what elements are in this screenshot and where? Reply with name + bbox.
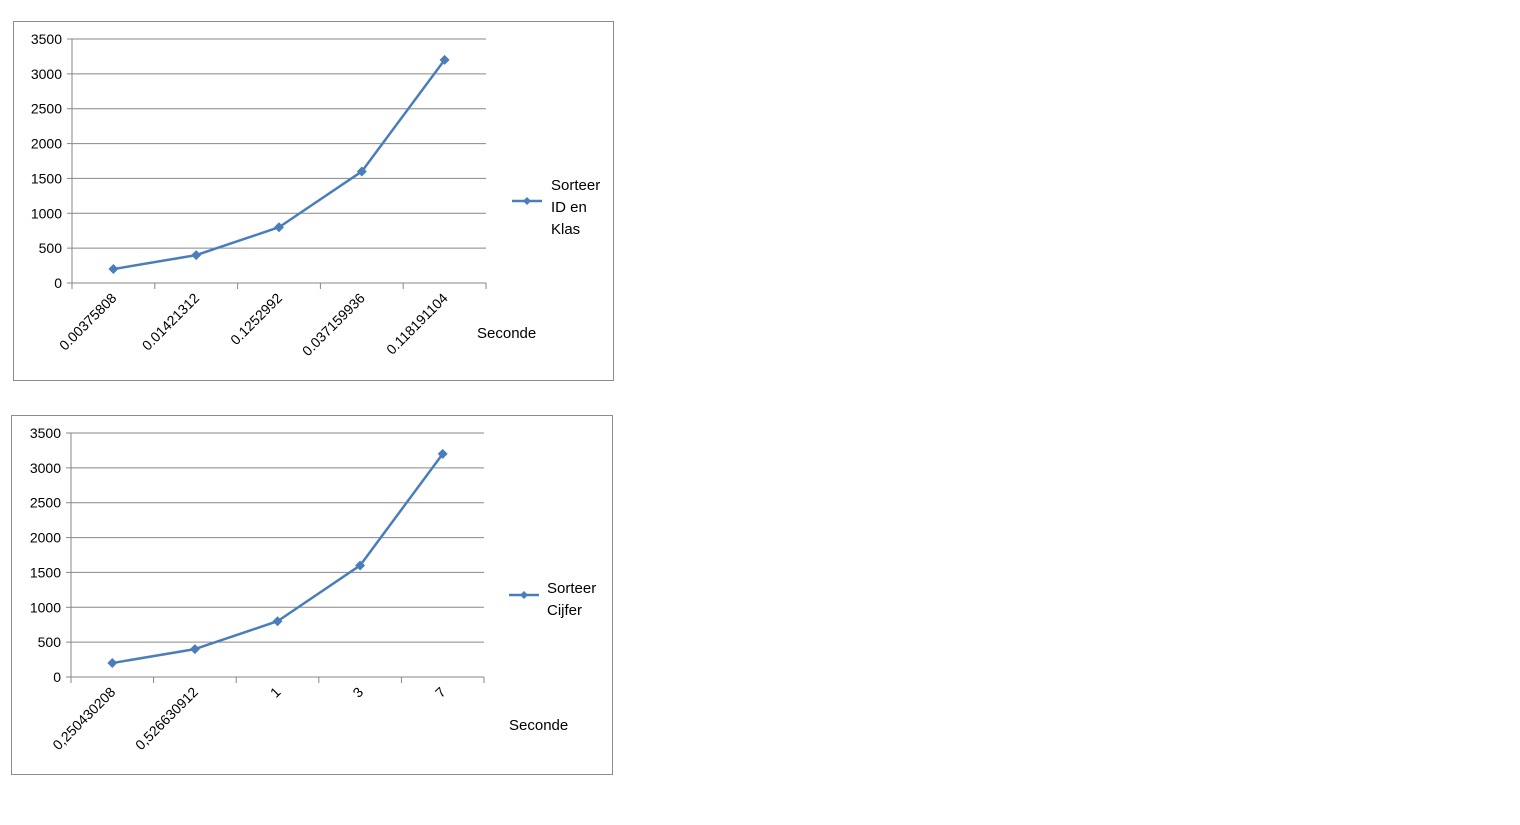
x-tick-label: 3 [349,684,366,701]
y-tick-label: 1500 [31,170,62,186]
legend-marker [520,591,528,599]
y-tick-label: 2500 [30,495,61,511]
legend-label: Klas [551,221,580,238]
y-tick-label: 0 [54,275,62,291]
y-tick-label: 2000 [31,136,62,152]
legend-marker [523,197,531,205]
chart-2-plot: 0 500 1000 1500 2000 2500 3000 3500 0,250430208 0… [30,425,596,753]
y-tick-label: 1000 [31,205,62,221]
x-tick-label: 7 [432,684,449,701]
x-tick-label: 0.1252992 [227,290,285,348]
x-axis-title: Seconde [509,717,568,734]
data-point [355,560,366,571]
legend-label: Cijfer [547,602,582,619]
y-tick-label: 500 [38,634,62,650]
x-tick-label: 0,250430208 [49,684,118,753]
y-tick-label: 1500 [30,564,61,580]
y-tick-label: 3000 [30,460,61,476]
y-tick-label: 2500 [31,101,62,117]
data-point [191,250,202,261]
legend-label: Sorteer [547,580,596,597]
data-point [439,54,450,65]
y-tick-label: 500 [39,240,63,256]
chart-1: 0 500 1000 1500 2000 2500 3000 3500 0.00375808 0.… [13,21,614,381]
legend-label: Sorteer [551,177,600,194]
data-point [272,616,283,627]
y-tick-label: 0 [53,669,61,685]
x-tick-label: 0.037159936 [299,290,368,359]
x-tick-label: 0.118191104 [383,290,451,358]
data-point [189,644,200,655]
data-point [356,166,367,177]
legend-label: ID en [551,199,587,216]
y-tick-label: 3000 [31,66,62,82]
data-point [108,264,119,275]
chart-1-plot: 0 500 1000 1500 2000 2500 3000 3500 0.00375808 0.… [31,31,600,359]
series-line [113,59,446,271]
y-tick-label: 1000 [30,599,61,615]
x-tick-label: 0.01421312 [139,290,203,354]
x-axis-title: Seconde [477,325,536,342]
y-tick-label: 3500 [31,31,62,47]
data-point [107,658,118,669]
data-point [437,448,448,459]
series-line [112,453,444,665]
y-tick-label: 2000 [30,530,61,546]
x-tick-label: 1 [267,684,284,701]
x-tick-label: 0.00375808 [56,290,120,354]
x-tick-label: 0,526630912 [132,684,201,753]
chart-2: 0 500 1000 1500 2000 2500 3000 3500 0,250430208 0… [11,415,613,775]
data-point [274,222,284,233]
y-tick-label: 3500 [30,425,61,441]
